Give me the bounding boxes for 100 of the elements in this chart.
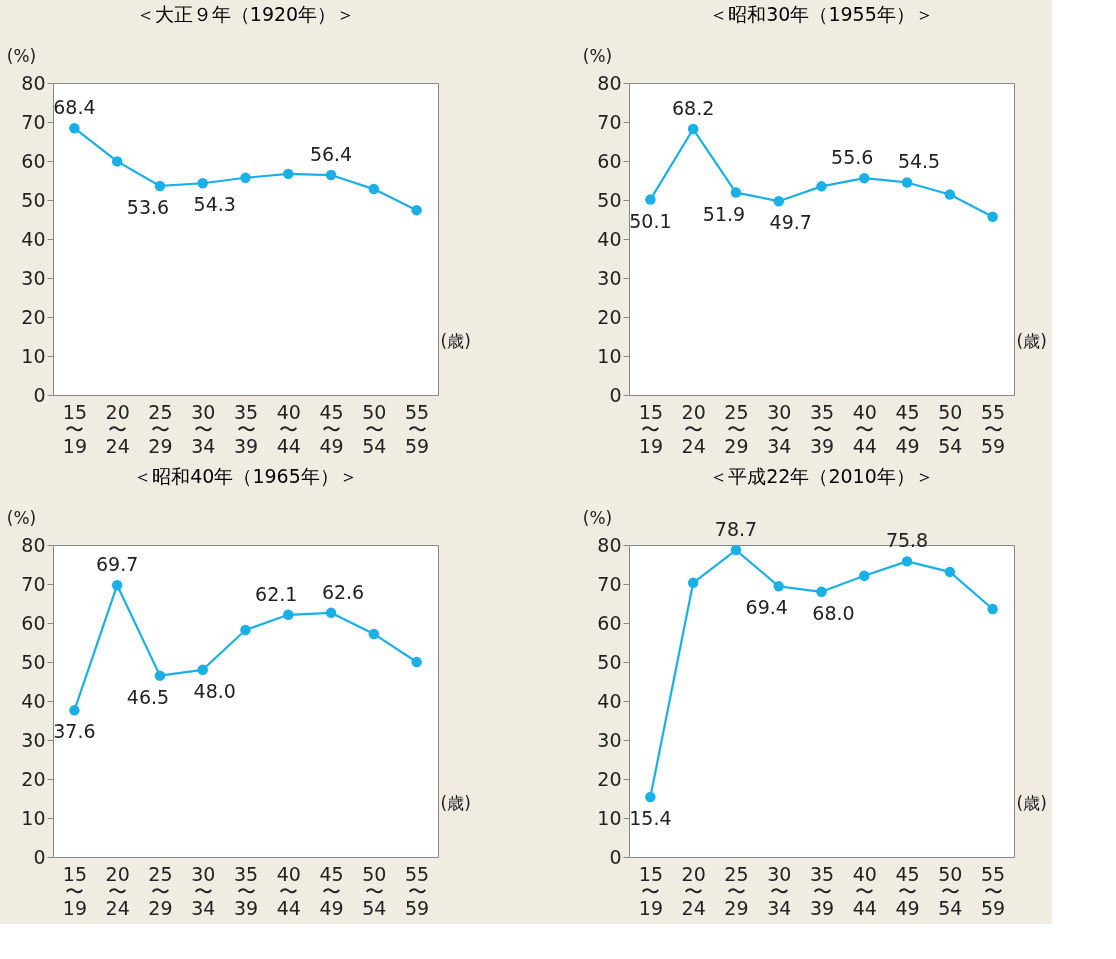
point (368, 628, 380, 640)
point (283, 168, 294, 180)
annotation: 75.8 (885, 529, 929, 552)
x-tick-label: 30 〜 34 (767, 862, 792, 919)
point (411, 656, 422, 668)
y-tick-label: 30 (21, 728, 46, 751)
y-axis-title: (%) (582, 507, 613, 528)
y-tick-label: 10 (597, 806, 622, 829)
point (197, 664, 208, 676)
chart-title: ＜昭和30年（1955年）＞ (709, 3, 934, 25)
x-tick-label: 50 〜 54 (938, 862, 963, 919)
y-tick-label: 50 (21, 650, 46, 673)
point (773, 195, 784, 207)
annotation: 49.7 (769, 211, 812, 234)
x-tick-label: 45 〜 49 (895, 400, 920, 457)
y-tick-label: 0 (609, 845, 622, 868)
point (901, 556, 913, 567)
annotation: 55.6 (831, 146, 874, 169)
point (197, 178, 208, 189)
y-tick-label: 70 (597, 110, 622, 133)
point (645, 194, 656, 205)
point (816, 181, 827, 192)
point (901, 177, 913, 188)
annotation: 56.4 (309, 143, 353, 166)
x-tick-label: 25 〜 29 (724, 400, 749, 457)
point (773, 581, 784, 592)
y-tick-label: 50 (597, 650, 622, 673)
y-tick-label: 80 (21, 533, 46, 556)
point (111, 156, 123, 167)
point (687, 123, 699, 135)
y-tick-label: 80 (597, 71, 622, 94)
y-tick-label: 40 (21, 689, 46, 712)
y-tick-label: 20 (21, 305, 46, 328)
x-tick-label: 55 〜 59 (981, 400, 1006, 457)
y-axis-title: (%) (582, 45, 613, 66)
annotation: 46.5 (126, 685, 170, 708)
x-tick-label: 45 〜 49 (895, 862, 920, 919)
y-tick-label: 20 (597, 305, 622, 328)
y-tick-label: 10 (21, 806, 46, 829)
y-tick-label: 30 (597, 728, 622, 751)
x-tick-label: 40 〜 44 (276, 862, 301, 919)
point (859, 570, 870, 582)
x-axis-title: (歳) (440, 330, 471, 351)
annotation: 69.4 (745, 596, 788, 619)
y-tick-label: 30 (597, 266, 622, 289)
y-axis-title: (%) (6, 507, 37, 528)
x-tick-label: 40 〜 44 (276, 400, 301, 457)
x-axis-title: (歳) (1016, 792, 1047, 813)
x-tick-label: 25 〜 29 (148, 862, 173, 919)
y-tick-label: 0 (33, 383, 46, 406)
chart-title: ＜大正９年（1920年）＞ (135, 3, 356, 25)
point (154, 180, 166, 192)
x-tick-label: 25 〜 29 (724, 862, 749, 919)
annotation: 54.5 (897, 150, 941, 173)
point (240, 624, 251, 636)
point (944, 189, 956, 200)
chart-title: ＜平成22年（2010年）＞ (709, 465, 934, 487)
x-tick-label: 40 〜 44 (852, 400, 877, 457)
y-tick-label: 40 (597, 227, 622, 250)
point (987, 211, 998, 222)
y-tick-label: 20 (597, 767, 622, 790)
x-tick-label: 20 〜 24 (681, 862, 706, 919)
x-tick-label: 50 〜 54 (938, 400, 963, 457)
x-tick-label: 55 〜 59 (981, 862, 1006, 919)
annotation: 68.2 (672, 97, 715, 120)
point (944, 566, 956, 578)
x-tick-label: 20 〜 24 (681, 400, 706, 457)
x-tick-label: 20 〜 24 (105, 862, 130, 919)
point (987, 603, 998, 615)
annotation: 50.1 (629, 209, 672, 232)
y-tick-label: 60 (597, 611, 622, 634)
annotation: 68.4 (53, 96, 96, 119)
annotation: 62.1 (255, 582, 298, 605)
y-tick-label: 70 (597, 572, 622, 595)
y-tick-label: 60 (21, 149, 46, 172)
point (154, 670, 166, 681)
point (411, 204, 422, 216)
point (325, 607, 337, 619)
y-tick-label: 50 (597, 188, 622, 211)
x-tick-label: 35 〜 39 (809, 400, 835, 457)
y-tick-label: 60 (21, 611, 46, 634)
y-tick-label: 80 (597, 533, 622, 556)
y-axis-title: (%) (6, 45, 37, 66)
annotation: 15.4 (629, 806, 672, 829)
x-axis-title: (歳) (440, 792, 471, 813)
x-tick-label: 55 〜 59 (405, 862, 430, 919)
point (69, 705, 80, 716)
annotation: 68.0 (812, 601, 855, 624)
x-tick-label: 15 〜 19 (62, 400, 87, 457)
x-tick-label: 45 〜 49 (319, 400, 344, 457)
x-tick-label: 35 〜 39 (233, 862, 259, 919)
y-tick-label: 40 (597, 689, 622, 712)
y-tick-label: 40 (21, 227, 46, 250)
x-tick-label: 35 〜 39 (809, 862, 835, 919)
y-tick-label: 50 (21, 188, 46, 211)
point (730, 544, 742, 556)
y-tick-label: 20 (21, 767, 46, 790)
x-tick-label: 30 〜 34 (191, 400, 216, 457)
chart-title: ＜昭和40年（1965年）＞ (133, 465, 358, 487)
point (859, 172, 870, 184)
